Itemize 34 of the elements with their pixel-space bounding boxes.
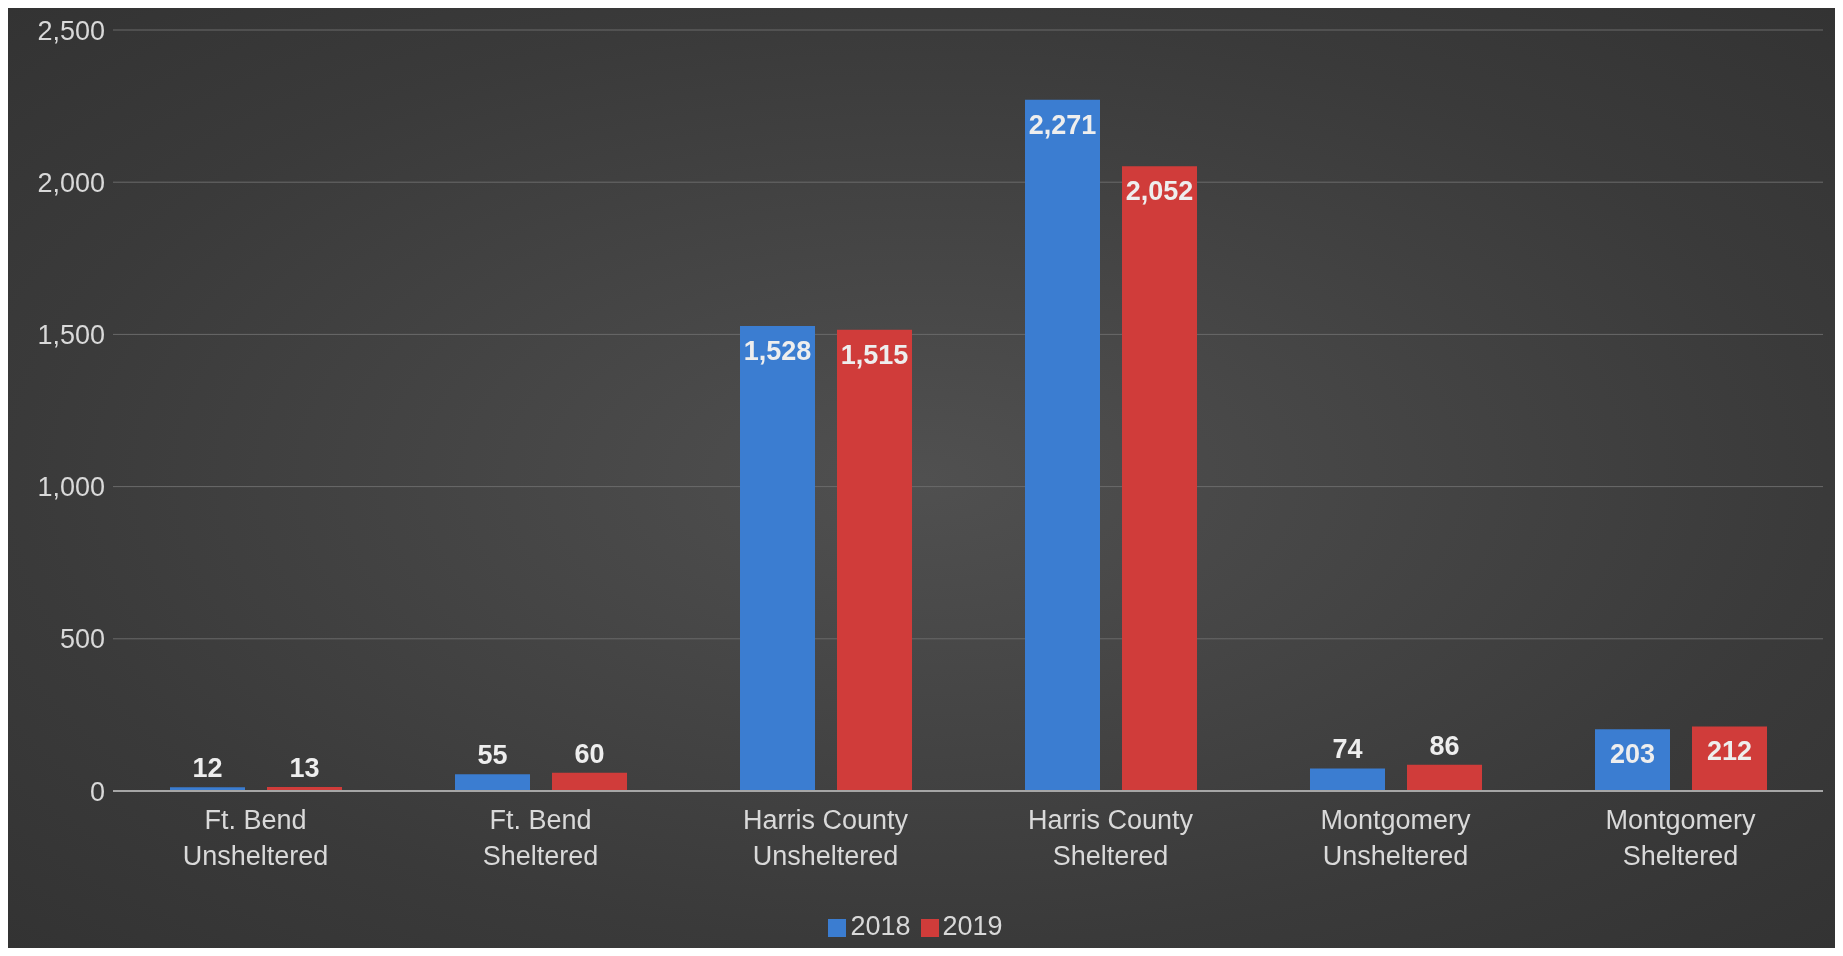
data-label: 1,528 bbox=[743, 335, 812, 366]
data-label: 55 bbox=[477, 740, 508, 771]
x-tick-label: Harris County Unsheltered bbox=[742, 805, 909, 871]
bar bbox=[455, 774, 530, 791]
legend-label: 2019 bbox=[942, 911, 1003, 941]
bar bbox=[1025, 99, 1100, 791]
legend-label: 2018 bbox=[850, 911, 911, 941]
data-label: 60 bbox=[574, 738, 605, 769]
y-tick-label: 0 bbox=[89, 776, 105, 807]
data-label: 212 bbox=[1706, 736, 1753, 767]
bar bbox=[837, 329, 912, 791]
bar bbox=[552, 772, 627, 791]
x-tick-label: Ft. Bend Sheltered bbox=[482, 805, 599, 871]
data-label: 13 bbox=[289, 753, 320, 784]
bar bbox=[1407, 764, 1482, 791]
data-label: 2,052 bbox=[1125, 176, 1194, 207]
data-label: 1,515 bbox=[840, 339, 909, 370]
y-tick-label: 1,500 bbox=[37, 319, 105, 350]
x-tick-label: Harris County Sheltered bbox=[1027, 805, 1194, 871]
x-tick-label: Ft. Bend Unsheltered bbox=[182, 805, 329, 871]
bar bbox=[740, 325, 815, 791]
y-tick-label: 1,000 bbox=[37, 472, 105, 503]
bar bbox=[1122, 166, 1197, 791]
y-tick-label: 2,000 bbox=[37, 167, 105, 198]
data-label: 12 bbox=[192, 753, 223, 784]
x-tick-label: Montgomery Unsheltered bbox=[1320, 805, 1472, 871]
y-tick-label: 500 bbox=[59, 624, 105, 655]
bar bbox=[1310, 768, 1385, 791]
data-label: 74 bbox=[1332, 734, 1363, 765]
data-label: 203 bbox=[1609, 739, 1656, 770]
y-tick-label: 2,500 bbox=[37, 15, 105, 46]
data-label: 86 bbox=[1429, 730, 1460, 761]
data-label: 2,271 bbox=[1028, 109, 1097, 140]
x-tick-label: Montgomery Sheltered bbox=[1605, 805, 1757, 871]
